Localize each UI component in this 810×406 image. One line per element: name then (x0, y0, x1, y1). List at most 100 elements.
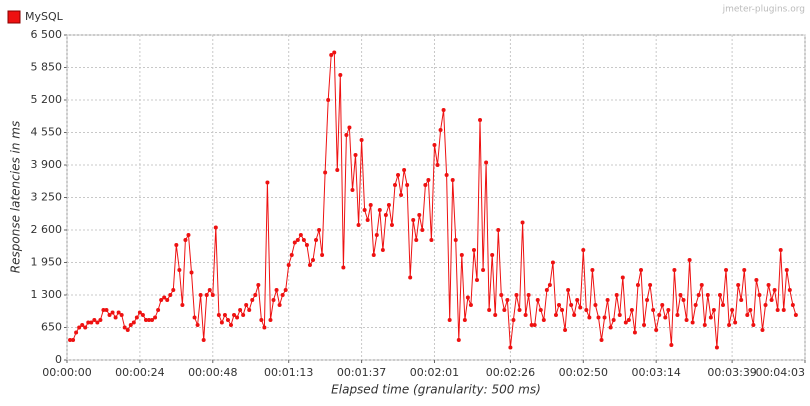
data-point (292, 240, 297, 245)
data-point (666, 308, 671, 312)
data-point (341, 265, 346, 270)
data-point (484, 160, 489, 165)
data-point (623, 320, 628, 325)
data-point (320, 253, 325, 257)
data-point (201, 338, 206, 342)
data-point (602, 315, 607, 320)
data-point (502, 308, 507, 312)
data-point (532, 323, 537, 327)
data-point (702, 323, 707, 327)
data-point (244, 303, 249, 307)
data-point (617, 313, 622, 317)
data-point (140, 313, 145, 317)
y-tick-label: 1 300 (31, 288, 63, 301)
data-point (651, 308, 656, 312)
data-point (529, 323, 534, 327)
data-point (708, 315, 713, 320)
data-point (235, 315, 240, 320)
data-point (717, 293, 722, 297)
data-point (222, 313, 227, 317)
data-point (429, 238, 434, 242)
data-point (781, 308, 786, 312)
data-point (699, 283, 704, 287)
data-point (684, 318, 689, 322)
data-point (83, 325, 88, 330)
data-point (733, 320, 738, 325)
data-point (487, 308, 492, 312)
data-point (332, 50, 337, 55)
data-point (92, 318, 97, 322)
data-point (541, 318, 546, 322)
data-point (475, 278, 479, 282)
data-point (241, 313, 246, 317)
data-point (189, 270, 194, 275)
data-point (605, 298, 610, 302)
data-point (642, 323, 647, 327)
data-point (329, 53, 334, 57)
data-point (687, 258, 692, 262)
data-point (563, 328, 568, 332)
data-point (760, 328, 765, 332)
data-point (98, 318, 103, 322)
data-point (399, 193, 404, 197)
data-point (690, 320, 695, 325)
data-point (793, 313, 798, 317)
data-point (177, 268, 182, 272)
data-point (459, 253, 464, 257)
data-point (560, 308, 565, 312)
data-point (250, 298, 255, 302)
data-point (131, 320, 136, 325)
data-point (721, 303, 725, 307)
data-point (347, 125, 352, 130)
data-point (204, 293, 209, 297)
data-point (95, 320, 100, 325)
data-point (317, 228, 322, 232)
data-point (450, 178, 455, 182)
data-point (508, 345, 513, 350)
data-point (314, 238, 319, 242)
x-tick-label: 00:02:26 (486, 366, 535, 379)
data-point (629, 308, 634, 312)
data-point (468, 303, 473, 307)
data-point (478, 118, 483, 122)
data-point (362, 208, 367, 212)
data-point (742, 268, 747, 272)
data-point (150, 318, 155, 322)
data-point (693, 303, 698, 307)
data-point (438, 128, 443, 132)
data-point (575, 298, 580, 302)
data-point (778, 248, 783, 252)
data-point (368, 203, 373, 207)
x-axis-label: Elapsed time (granularity: 500 ms) (331, 383, 541, 397)
data-point (754, 278, 759, 282)
y-tick-label: 5 850 (31, 61, 63, 74)
data-point (74, 330, 79, 335)
legend-label: MySQL (25, 10, 64, 23)
y-tick-label: 0 (55, 353, 62, 366)
data-point (790, 303, 795, 307)
y-tick-label: 5 200 (31, 93, 63, 106)
data-point (456, 338, 461, 342)
data-point (766, 283, 771, 287)
data-point (274, 288, 279, 292)
data-point (569, 303, 574, 307)
watermark: jmeter-plugins.org (722, 5, 805, 15)
data-point (511, 318, 516, 322)
data-point (787, 288, 792, 292)
data-point (705, 293, 710, 297)
data-point (80, 323, 85, 327)
data-point (143, 318, 148, 322)
data-point (775, 308, 780, 312)
data-point (383, 213, 388, 217)
data-point (447, 318, 452, 322)
data-point (86, 320, 91, 325)
data-point (271, 298, 276, 302)
data-point (128, 323, 133, 327)
data-point (757, 293, 762, 297)
data-point (593, 303, 598, 307)
data-point (353, 153, 358, 157)
y-tick-label: 2 600 (31, 223, 63, 236)
data-point (405, 183, 410, 187)
data-point (180, 303, 185, 307)
data-point (590, 268, 595, 272)
